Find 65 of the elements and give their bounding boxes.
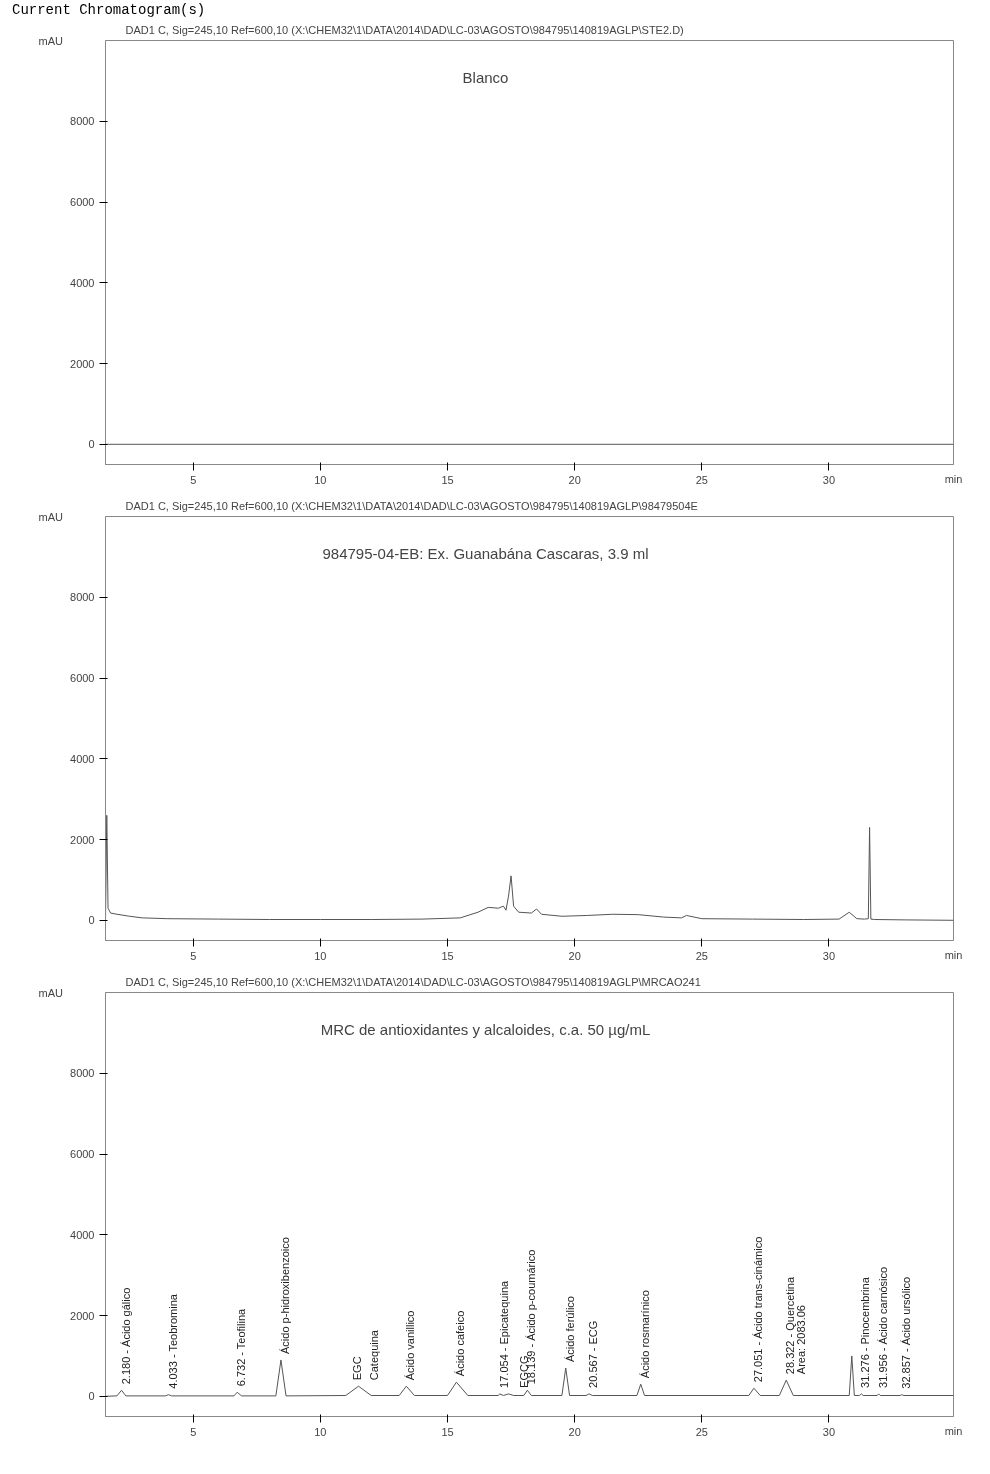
annotation: 32.857 - Ácido ursólico (899, 1276, 912, 1389)
x-tick-label: 10 (314, 473, 327, 486)
y-tick-label: 6000 (70, 196, 95, 209)
annotation: 27.051 - Ácido trans-cinámico (751, 1236, 764, 1383)
text: MRC de antioxidantes y alcaloides, c.a. 50 µg/mL (320, 1020, 651, 1038)
x-tick-label: 15 (441, 473, 454, 486)
x-tick-label: 30 (822, 1425, 836, 1438)
x-tick-label: 10 (314, 1425, 327, 1438)
annotation: EGC (351, 1356, 364, 1381)
annotation: Ácido vanillico (404, 1310, 417, 1381)
y-tick-label: 0 (88, 914, 95, 927)
y-tick-label: 4000 (70, 752, 95, 765)
x-tick-label: 5 (190, 949, 197, 962)
y-axis-title: mAU (38, 986, 64, 999)
annotation: 20.567 - ECG (587, 1320, 600, 1388)
x-axis-title: min (944, 948, 963, 961)
text: Blanco (462, 68, 509, 86)
y-tick-label: 4000 (70, 276, 95, 289)
y-axis-title: mAU (38, 510, 64, 523)
x-tick-label: 25 (695, 473, 708, 486)
x-tick-label: 15 (441, 949, 454, 962)
annotation: 28.322 - Quercetina (784, 1276, 797, 1375)
annotation: 2.180 - Ácido gálico (119, 1287, 132, 1385)
y-tick-label: 8000 (70, 115, 95, 128)
y-tick-label: 2000 (70, 357, 95, 370)
annotation: 31.276 - Pinocembrina (859, 1276, 872, 1388)
text: 984795-04-EB: Ex. Guanabána Cascaras, 3.9 ml (322, 544, 649, 562)
x-axis-title: min (944, 1424, 963, 1437)
annotation: Ácido ferúlico (563, 1296, 576, 1363)
annotation: Area: 2083.06 (795, 1305, 808, 1375)
y-tick-label: 2000 (70, 833, 95, 846)
line-series (105, 814, 954, 921)
annotation: 17.054 - Epicatequina (497, 1279, 510, 1388)
chart-title: DAD1 C, Sig=245,10 Ref=600,10 (X:\CHEM32\1\DATA\2014\DAD\LC-03\AGOSTO\984795\140819AGLP\STE2.D) (125, 23, 684, 36)
y-tick-label: 8000 (70, 1067, 95, 1080)
x-tick-label: 5 (190, 473, 197, 486)
annotation: Ácido cafeico (454, 1310, 467, 1377)
annotation: Ácido p-hidroxibenzoico (278, 1237, 291, 1354)
chart-title: DAD1 C, Sig=245,10 Ref=600,10 (X:\CHEM32\1\DATA\2014\DAD\LC-03\AGOSTO\984795\140819AGLP\MRCAO241 (125, 975, 701, 988)
y-tick-label: 0 (88, 438, 95, 451)
x-tick-label: 15 (441, 1425, 454, 1438)
x-axis-title: min (944, 472, 963, 485)
x-tick-label: 5 (190, 1425, 197, 1438)
x-tick-label: 20 (568, 949, 581, 962)
y-axis-title: mAU (38, 34, 64, 47)
annotation: Catequina (367, 1329, 380, 1381)
x-tick-label: 25 (695, 949, 708, 962)
x-tick-label: 30 (822, 473, 836, 486)
text: Current Chromatogram(s) (12, 1, 206, 20)
chart-title: DAD1 C, Sig=245,10 Ref=600,10 (X:\CHEM32\1\DATA\2014\DAD\LC-03\AGOSTO\984795\140819AGLP\98479504E (125, 499, 698, 512)
y-tick-label: 8000 (70, 591, 95, 604)
x-tick-label: 20 (568, 473, 581, 486)
annotation: 4.033 - Teobromina (166, 1293, 179, 1389)
annotation: 6.732 - Teofilina (235, 1307, 248, 1387)
y-tick-label: 2000 (70, 1309, 95, 1322)
x-tick-label: 20 (568, 1425, 581, 1438)
x-tick-label: 30 (822, 949, 836, 962)
x-tick-label: 25 (695, 1425, 708, 1438)
x-tick-label: 10 (314, 949, 327, 962)
y-tick-label: 4000 (70, 1228, 95, 1241)
y-tick-label: 0 (88, 1390, 95, 1403)
y-tick-label: 6000 (70, 1148, 95, 1161)
annotation: Ácido rosmarínico (638, 1290, 651, 1379)
y-tick-label: 6000 (70, 672, 95, 685)
annotation: 31.956 - Ácido carnósico (876, 1266, 889, 1388)
